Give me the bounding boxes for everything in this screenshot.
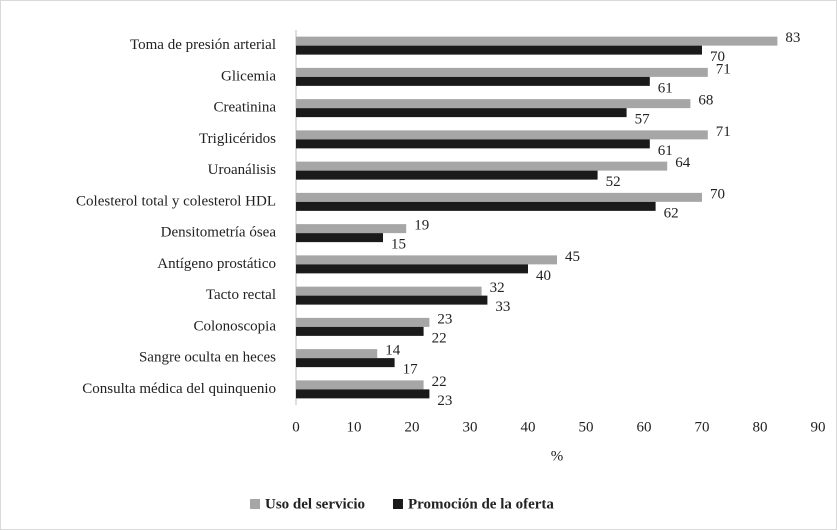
x-tick-label: 40 [521, 419, 536, 435]
bar [296, 139, 650, 149]
bar [296, 389, 430, 399]
bar [296, 36, 778, 46]
data-label: 33 [495, 299, 510, 315]
data-label: 61 [658, 143, 673, 159]
x-axis-label: % [551, 448, 564, 464]
x-tick-label: 80 [753, 419, 768, 435]
bar [296, 108, 627, 118]
y-tick-label: Sangre oculta en heces [139, 350, 276, 366]
bar [296, 349, 378, 359]
data-label: 64 [675, 155, 691, 171]
x-tick-label: 60 [637, 419, 652, 435]
data-label: 71 [716, 61, 731, 77]
data-label: 14 [385, 343, 401, 359]
bar [296, 326, 424, 336]
y-tick-label: Triglicéridos [199, 131, 276, 147]
x-tick-label: 50 [579, 419, 594, 435]
x-tick-label: 70 [695, 419, 710, 435]
data-label: 83 [785, 30, 800, 46]
data-label: 61 [658, 80, 673, 96]
bar [296, 76, 650, 86]
bar [296, 170, 598, 180]
bar [296, 130, 708, 140]
x-tick-label: 0 [292, 419, 300, 435]
legend-label: Promoción de la oferta [408, 496, 554, 512]
data-label: 70 [710, 49, 725, 65]
data-label: 22 [432, 374, 447, 390]
x-tick-label: 20 [405, 419, 420, 435]
data-label: 19 [414, 218, 429, 234]
bar [296, 67, 708, 77]
bar [296, 201, 656, 211]
data-label: 15 [391, 237, 406, 253]
data-label: 57 [635, 112, 651, 128]
data-label: 71 [716, 124, 731, 140]
bar [296, 264, 528, 274]
x-tick-label: 10 [347, 419, 362, 435]
data-label: 32 [490, 280, 505, 296]
legend-swatch [392, 499, 403, 509]
y-tick-label: Tacto rectal [206, 287, 276, 303]
legend-label: Uso del servicio [265, 496, 365, 512]
bar [296, 295, 488, 305]
y-tick-label: Colesterol total y colesterol HDL [76, 193, 276, 209]
bar [296, 192, 702, 202]
y-tick-label: Densitometría ósea [161, 225, 277, 241]
data-label: 62 [664, 205, 679, 221]
bar [296, 45, 702, 55]
bar [296, 161, 668, 171]
data-label: 17 [403, 362, 419, 378]
x-tick-label: 90 [811, 419, 826, 435]
bar [296, 233, 383, 243]
x-tick-label: 30 [463, 419, 478, 435]
data-label: 23 [437, 311, 452, 327]
y-tick-label: Glicemia [221, 68, 276, 84]
legend-swatch [250, 499, 260, 509]
data-label: 23 [437, 393, 452, 409]
y-tick-label: Toma de presión arterial [130, 37, 276, 53]
data-label: 22 [432, 330, 447, 346]
y-tick-label: Colonoscopia [194, 318, 277, 334]
bar [296, 358, 395, 368]
data-label: 45 [565, 249, 580, 265]
data-label: 68 [698, 93, 713, 109]
bar [296, 224, 407, 234]
y-tick-label: Uroanálisis [208, 162, 276, 178]
y-tick-label: Antígeno prostático [157, 256, 276, 272]
data-label: 40 [536, 268, 551, 284]
data-label: 52 [606, 174, 621, 190]
y-tick-label: Consulta médica del quinquenio [82, 381, 276, 397]
bar [296, 99, 691, 109]
y-tick-label: Creatinina [214, 100, 277, 116]
data-label: 70 [710, 186, 725, 202]
bar [296, 380, 424, 390]
bar [296, 317, 430, 327]
bar [296, 255, 557, 265]
bar [296, 286, 482, 296]
